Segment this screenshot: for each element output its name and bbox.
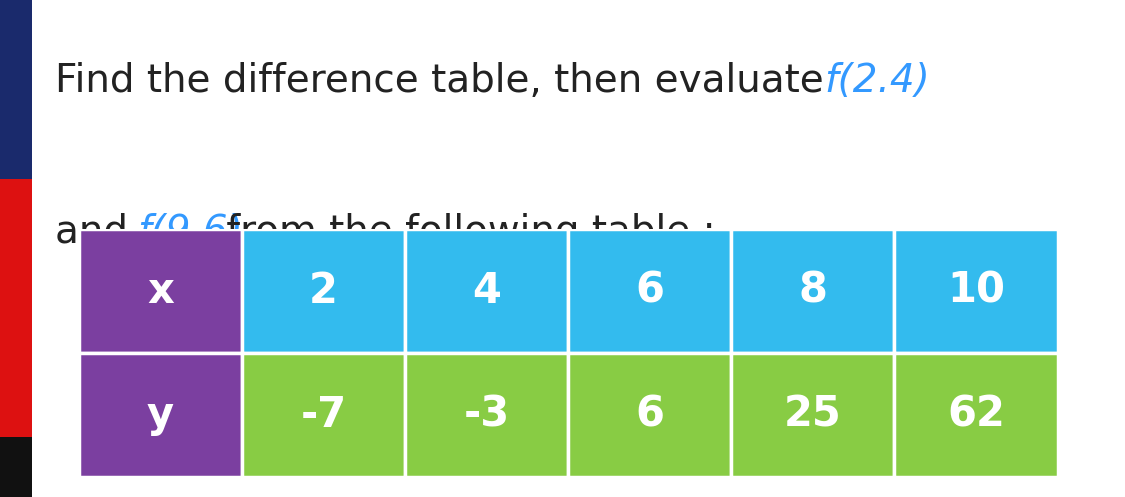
Bar (568, 229, 731, 353)
Text: x: x (147, 270, 173, 312)
Text: 6: 6 (636, 394, 664, 436)
Text: Find the difference table, then evaluate: Find the difference table, then evaluate (55, 63, 837, 100)
Text: 2: 2 (309, 270, 337, 312)
Bar (242, 353, 405, 477)
Bar (79, 229, 242, 353)
Bar (894, 229, 1058, 353)
Bar (0, 179, 32, 437)
Text: -3: -3 (464, 394, 510, 436)
Bar (894, 353, 1058, 477)
Text: 8: 8 (799, 270, 827, 312)
Text: from the following table :: from the following table : (215, 213, 717, 250)
Bar (242, 229, 405, 353)
Bar (0, 437, 32, 497)
Bar (79, 353, 242, 477)
Text: 10: 10 (947, 270, 1005, 312)
Text: and: and (55, 213, 141, 250)
Text: f(2.4): f(2.4) (825, 63, 930, 100)
Text: 25: 25 (784, 394, 842, 436)
Bar (568, 353, 731, 477)
Bar (731, 229, 894, 353)
Text: -7: -7 (300, 394, 346, 436)
Text: 6: 6 (636, 270, 664, 312)
Text: 62: 62 (947, 394, 1005, 436)
Bar (405, 353, 568, 477)
Text: y: y (146, 394, 174, 436)
Text: f(9.6): f(9.6) (137, 213, 243, 250)
Bar (0, 0, 32, 179)
Bar (405, 229, 568, 353)
Bar (731, 353, 894, 477)
Text: 4: 4 (472, 270, 501, 312)
